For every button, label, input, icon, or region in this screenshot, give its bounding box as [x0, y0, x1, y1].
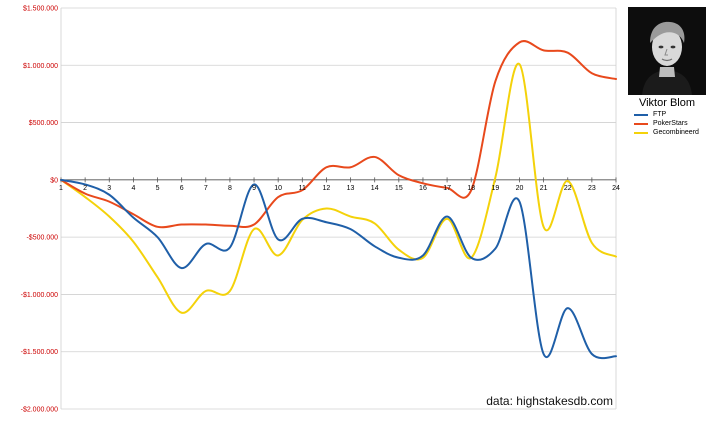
x-tick-label-9: 9 — [252, 185, 256, 192]
legend-swatch — [634, 113, 648, 116]
x-tick-label-14: 14 — [371, 185, 379, 192]
x-tick-label-22: 22 — [564, 185, 572, 192]
x-tick-label-7: 7 — [204, 185, 208, 192]
x-tick-label-24: 24 — [612, 185, 620, 192]
source-annotation: data: highstakesdb.com — [486, 394, 613, 408]
x-tick-label-19: 19 — [491, 185, 499, 192]
x-tick-label-11: 11 — [299, 185, 306, 192]
legend-label: PokerStars — [653, 120, 688, 127]
y-tick-label-2: $500.000 — [29, 120, 58, 127]
x-tick-label-3: 3 — [107, 185, 111, 192]
portrait-image — [628, 7, 706, 95]
player-photo — [628, 7, 706, 95]
x-tick-label-18: 18 — [467, 185, 475, 192]
x-tick-label-8: 8 — [228, 185, 232, 192]
series-line-ftp — [60, 178, 617, 360]
x-tick-label-5: 5 — [156, 185, 160, 192]
legend-item-pokerstars: PokerStars — [634, 119, 699, 128]
player-name: Viktor Blom — [638, 97, 696, 109]
series-line-gecombineerd — [60, 63, 617, 314]
x-tick-label-15: 15 — [395, 185, 403, 192]
y-tick-label-1: $1.000.000 — [23, 63, 58, 70]
zero-axis — [60, 177, 617, 183]
x-tick-label-4: 4 — [131, 185, 135, 192]
legend-label: Gecombineerd — [653, 129, 699, 136]
y-tick-label-6: -$1.500.000 — [21, 349, 58, 356]
y-tick-label-0: $1.500.000 — [23, 6, 58, 13]
x-tick-label-13: 13 — [347, 185, 355, 192]
x-tick-label-16: 16 — [419, 185, 427, 192]
legend: FTP PokerStars Gecombineerd — [634, 110, 699, 137]
x-tick-label-17: 17 — [443, 185, 451, 192]
y-tick-label-4: -$500.000 — [26, 235, 58, 242]
x-tick-labels: 1 2 3 4 5 6 7 8 9 10 11 12 13 14 15 16 17 18 19 20 21 22 23 24 — [59, 185, 620, 192]
legend-label: FTP — [653, 111, 667, 118]
x-tick-label-10: 10 — [274, 185, 282, 192]
grid-lines — [60, 7, 617, 410]
x-tick-label-21: 21 — [540, 185, 548, 192]
x-tick-label-20: 20 — [516, 185, 524, 192]
x-tick-label-23: 23 — [588, 185, 596, 192]
y-tick-labels: $1.500.000 $1.000.000 $500.000 $0 -$500.000 -… — [21, 6, 58, 414]
y-tick-label-3: $0 — [50, 177, 58, 184]
y-tick-label-7: -$2.000.000 — [21, 407, 58, 414]
series-lines — [60, 40, 617, 360]
legend-item-ftp: FTP — [634, 110, 699, 119]
x-tick-label-1: 1 — [59, 185, 63, 192]
x-tick-label-2: 2 — [83, 185, 87, 192]
x-tick-label-12: 12 — [323, 185, 331, 192]
legend-swatch — [634, 122, 648, 125]
legend-swatch — [634, 131, 648, 134]
x-tick-label-6: 6 — [180, 185, 184, 192]
legend-item-gecombineerd: Gecombineerd — [634, 128, 699, 137]
series-line-pokerstars — [60, 40, 617, 229]
y-tick-label-5: -$1.000.000 — [21, 292, 58, 299]
